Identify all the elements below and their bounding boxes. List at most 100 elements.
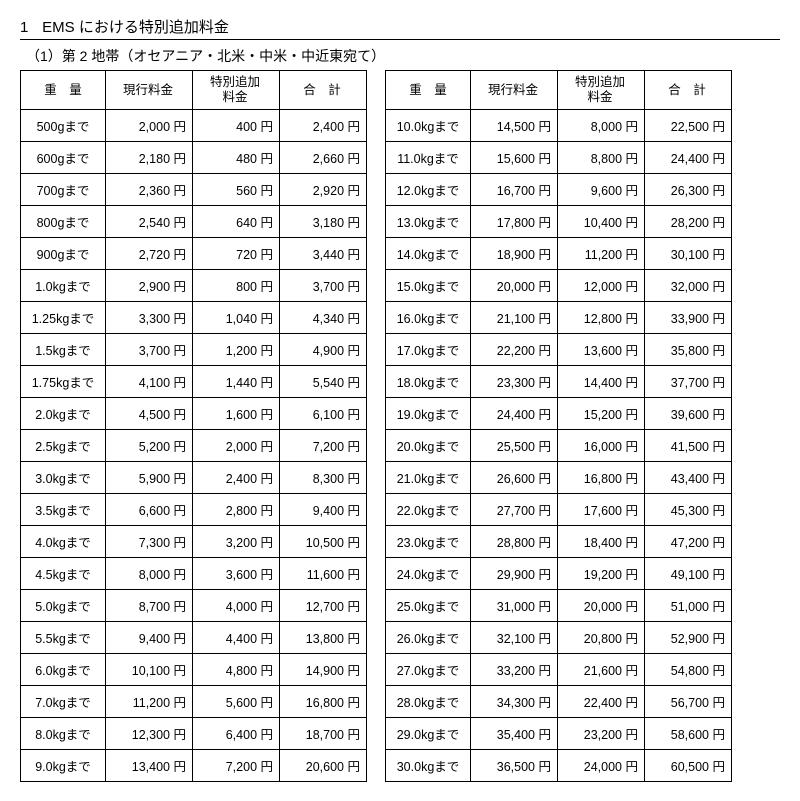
cell-price: 12,300 円 [106,718,193,750]
cell-weight: 10.0kgまで [386,110,471,142]
cell-surcharge: 2,400 円 [193,462,280,494]
cell-price: 8,700 円 [106,590,193,622]
cell-weight: 5.0kgまで [21,590,106,622]
col-price: 現行料金 [106,71,193,110]
cell-surcharge: 20,000 円 [558,590,645,622]
cell-surcharge: 1,200 円 [193,334,280,366]
col-surcharge: 特別追加料金 [193,71,280,110]
cell-weight: 14.0kgまで [386,238,471,270]
cell-price: 8,000 円 [106,558,193,590]
table-row: 18.0kgまで23,300 円14,400 円37,700 円 [386,366,732,398]
cell-weight: 4.0kgまで [21,526,106,558]
cell-surcharge: 9,600 円 [558,174,645,206]
cell-surcharge: 23,200 円 [558,718,645,750]
page-title: 1 EMS における特別追加料金 [20,16,780,40]
cell-price: 28,800 円 [471,526,558,558]
table-row: 8.0kgまで12,300 円6,400 円18,700 円 [21,718,367,750]
cell-total: 12,700 円 [280,590,367,622]
cell-price: 4,100 円 [106,366,193,398]
cell-total: 22,500 円 [645,110,732,142]
table-row: 500gまで2,000 円400 円2,400 円 [21,110,367,142]
table-row: 5.0kgまで8,700 円4,000 円12,700 円 [21,590,367,622]
cell-weight: 9.0kgまで [21,750,106,782]
table-row: 700gまで2,360 円560 円2,920 円 [21,174,367,206]
cell-weight: 16.0kgまで [386,302,471,334]
col-total: 合 計 [280,71,367,110]
cell-price: 15,600 円 [471,142,558,174]
cell-surcharge: 7,200 円 [193,750,280,782]
cell-surcharge: 19,200 円 [558,558,645,590]
table-row: 24.0kgまで29,900 円19,200 円49,100 円 [386,558,732,590]
cell-price: 24,400 円 [471,398,558,430]
cell-surcharge: 13,600 円 [558,334,645,366]
cell-surcharge: 3,200 円 [193,526,280,558]
cell-total: 16,800 円 [280,686,367,718]
cell-price: 27,700 円 [471,494,558,526]
table-row: 12.0kgまで16,700 円9,600 円26,300 円 [386,174,732,206]
table-row: 11.0kgまで15,600 円8,800 円24,400 円 [386,142,732,174]
cell-weight: 900gまで [21,238,106,270]
cell-weight: 25.0kgまで [386,590,471,622]
table-row: 2.0kgまで4,500 円1,600 円6,100 円 [21,398,367,430]
table-row: 28.0kgまで34,300 円22,400 円56,700 円 [386,686,732,718]
cell-surcharge: 5,600 円 [193,686,280,718]
cell-total: 2,920 円 [280,174,367,206]
cell-weight: 1.5kgまで [21,334,106,366]
table-row: 19.0kgまで24,400 円15,200 円39,600 円 [386,398,732,430]
cell-surcharge: 16,000 円 [558,430,645,462]
section-title: EMS における特別追加料金 [42,19,229,36]
col-weight: 重 量 [21,71,106,110]
cell-total: 9,400 円 [280,494,367,526]
cell-price: 3,300 円 [106,302,193,334]
table-row: 16.0kgまで21,100 円12,800 円33,900 円 [386,302,732,334]
cell-total: 4,340 円 [280,302,367,334]
cell-total: 60,500 円 [645,750,732,782]
cell-weight: 4.5kgまで [21,558,106,590]
cell-price: 2,360 円 [106,174,193,206]
cell-weight: 3.5kgまで [21,494,106,526]
cell-surcharge: 720 円 [193,238,280,270]
cell-total: 43,400 円 [645,462,732,494]
cell-price: 3,700 円 [106,334,193,366]
cell-surcharge: 1,040 円 [193,302,280,334]
cell-surcharge: 6,400 円 [193,718,280,750]
cell-total: 26,300 円 [645,174,732,206]
table-row: 3.0kgまで5,900 円2,400 円8,300 円 [21,462,367,494]
cell-surcharge: 8,000 円 [558,110,645,142]
cell-total: 45,300 円 [645,494,732,526]
cell-total: 2,400 円 [280,110,367,142]
cell-weight: 15.0kgまで [386,270,471,302]
cell-total: 47,200 円 [645,526,732,558]
table-row: 1.25kgまで3,300 円1,040 円4,340 円 [21,302,367,334]
cell-surcharge: 8,800 円 [558,142,645,174]
table-row: 15.0kgまで20,000 円12,000 円32,000 円 [386,270,732,302]
cell-weight: 22.0kgまで [386,494,471,526]
cell-surcharge: 24,000 円 [558,750,645,782]
cell-weight: 12.0kgまで [386,174,471,206]
rate-table-left: 重 量 現行料金 特別追加料金 合 計 500gまで2,000 円400 円2,… [20,70,367,782]
cell-weight: 8.0kgまで [21,718,106,750]
cell-weight: 30.0kgまで [386,750,471,782]
cell-total: 30,100 円 [645,238,732,270]
cell-total: 35,800 円 [645,334,732,366]
table-row: 2.5kgまで5,200 円2,000 円7,200 円 [21,430,367,462]
col-price: 現行料金 [471,71,558,110]
table-row: 4.5kgまで8,000 円3,600 円11,600 円 [21,558,367,590]
cell-total: 52,900 円 [645,622,732,654]
cell-price: 20,000 円 [471,270,558,302]
cell-total: 49,100 円 [645,558,732,590]
cell-total: 11,600 円 [280,558,367,590]
cell-total: 54,800 円 [645,654,732,686]
cell-surcharge: 15,200 円 [558,398,645,430]
table-row: 17.0kgまで22,200 円13,600 円35,800 円 [386,334,732,366]
cell-surcharge: 3,600 円 [193,558,280,590]
cell-price: 17,800 円 [471,206,558,238]
cell-price: 34,300 円 [471,686,558,718]
cell-surcharge: 1,600 円 [193,398,280,430]
table-row: 25.0kgまで31,000 円20,000 円51,000 円 [386,590,732,622]
table-row: 1.5kgまで3,700 円1,200 円4,900 円 [21,334,367,366]
cell-surcharge: 640 円 [193,206,280,238]
cell-total: 13,800 円 [280,622,367,654]
cell-weight: 500gまで [21,110,106,142]
table-row: 29.0kgまで35,400 円23,200 円58,600 円 [386,718,732,750]
